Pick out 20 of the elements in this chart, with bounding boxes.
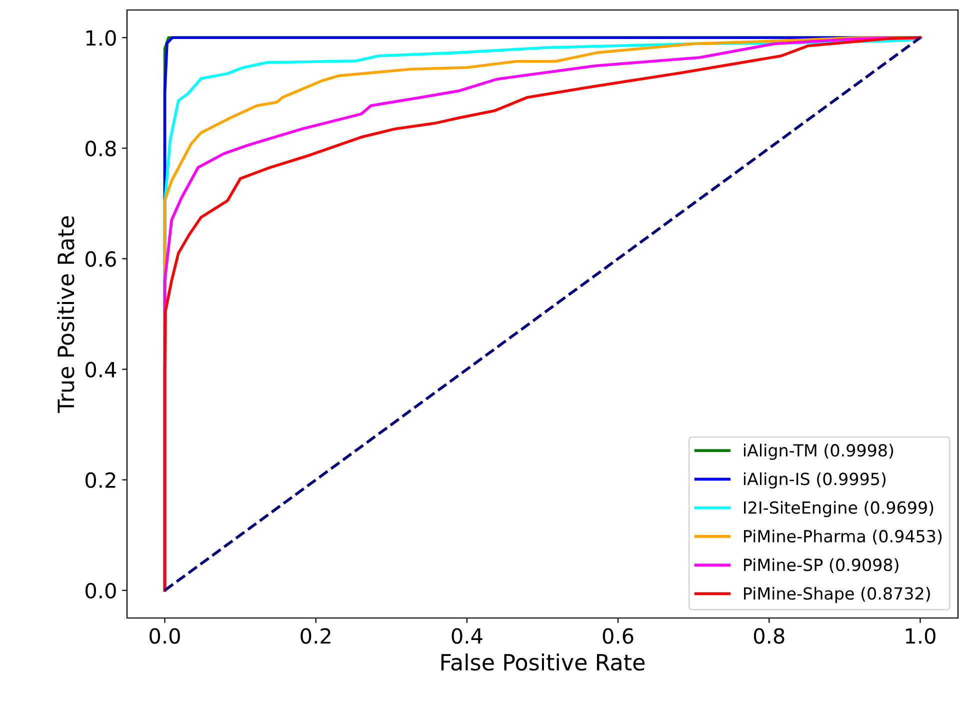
x-tick-label: 0.4 — [452, 628, 482, 644]
legend-label: iAlign-IS (0.9995) — [744, 472, 886, 488]
y-tick-label: 0.0 — [86, 582, 116, 599]
x-tick-label: 0.0 — [150, 628, 180, 644]
x-tick-label: 0.6 — [602, 628, 634, 644]
y-tick-label: 0.6 — [86, 251, 116, 267]
legend-label: PiMine-SP (0.9098) — [744, 558, 898, 574]
x-tick-label: 1.0 — [906, 628, 936, 644]
y-tick-label: 1.0 — [86, 30, 116, 46]
x-tick-label: 0.2 — [300, 628, 330, 644]
legend-label: I2I-SiteEngine (0.9699) — [744, 500, 934, 518]
legend-label: PiMine-Shape (0.8732) — [744, 586, 930, 603]
y-tick-label: 0.4 — [86, 362, 116, 378]
x-tick-label: 0.8 — [754, 628, 784, 644]
y-axis-title: True Positive Rate — [57, 216, 74, 414]
legend-label: PiMine-Pharma (0.9453) — [744, 530, 942, 544]
y-tick-label: 0.8 — [86, 140, 116, 156]
legend-label: iAlign-TM (0.9998) — [744, 444, 894, 460]
y-tick-label: 0.2 — [86, 472, 116, 488]
x-axis-title: False Positive Rate — [441, 653, 645, 671]
